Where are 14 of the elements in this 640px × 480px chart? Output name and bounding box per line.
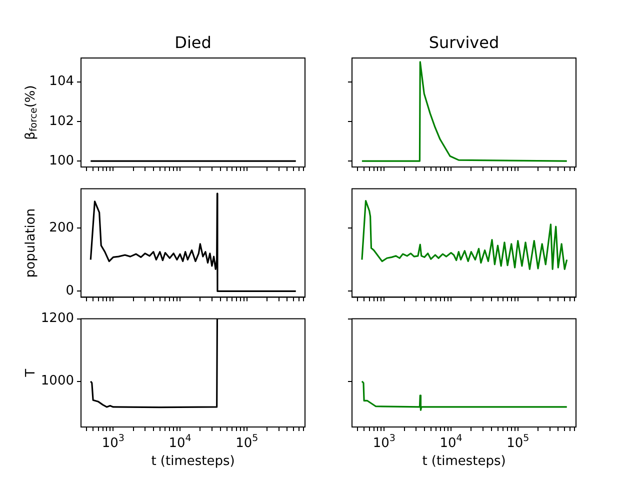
- y-tick-label: 102: [49, 114, 74, 129]
- chart-title: Survived: [428, 33, 500, 52]
- y-tick-label: 0: [66, 284, 74, 299]
- y-axis-title: T: [23, 368, 38, 378]
- y-tick-label: 100: [49, 153, 74, 168]
- x-axis-title: t (timesteps): [422, 454, 506, 469]
- x-axis-title: t (timesteps): [151, 454, 235, 469]
- y-tick-label: 1000: [40, 374, 74, 389]
- y-axis-title: population: [23, 208, 38, 278]
- chart-title: Died: [174, 33, 212, 52]
- y-tick-label: 200: [49, 220, 74, 236]
- y-tick-label: 104: [49, 74, 74, 90]
- y-tick-label: 1200: [40, 311, 74, 326]
- y-axis-title: βforce(%): [23, 85, 40, 140]
